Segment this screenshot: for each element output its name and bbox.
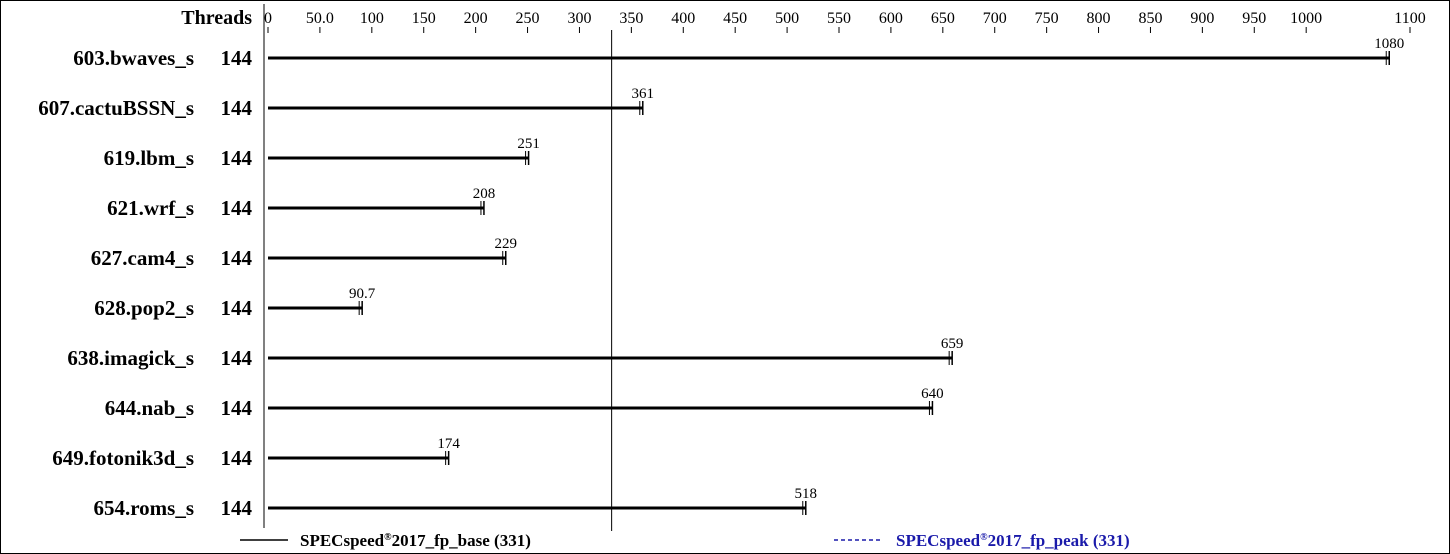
category-label: 627.cam4_s (91, 246, 194, 270)
x-tick-label: 900 (1190, 10, 1214, 27)
x-tick-label: 0 (264, 10, 272, 27)
bar-value-label: 640 (921, 386, 944, 402)
thread-count: 144 (221, 446, 253, 470)
x-tick-label: 400 (671, 10, 695, 27)
category-label: 619.lbm_s (104, 146, 194, 170)
x-tick-label: 450 (723, 10, 747, 27)
x-tick-label: 650 (931, 10, 955, 27)
legend-peak-prefix: SPECspeed (896, 531, 981, 550)
legend-peak-registered-mark: ® (980, 532, 988, 543)
x-tick-label: 250 (516, 10, 540, 27)
bar-value-label: 361 (632, 86, 655, 102)
category-label: 603.bwaves_s (73, 46, 194, 70)
category-label: 621.wrf_s (107, 196, 194, 220)
x-tick-label: 1000 (1290, 10, 1322, 27)
x-tick-label: 600 (879, 10, 903, 27)
x-tick-label: 150 (412, 10, 436, 27)
x-axis-ticks: 0 50.0 100 150 200 250 300 350 400 450 500 550 600 65… (264, 10, 1426, 33)
category-label: 644.nab_s (105, 396, 194, 420)
category-label: 607.cactuBSSN_s (38, 96, 194, 120)
bar-value-label: 174 (437, 436, 460, 452)
bar-value-label: 251 (517, 136, 540, 152)
legend: SPECspeed®2017_fp_base (331) SPECspeed®2… (240, 531, 1130, 550)
category-label: 628.pop2_s (94, 296, 194, 320)
thread-count: 144 (221, 396, 253, 420)
x-tick-label: 700 (983, 10, 1007, 27)
legend-base-label: SPECspeed®2017_fp_base (331) (300, 531, 531, 550)
threads-header: Threads (181, 7, 252, 29)
bar-value-label: 208 (473, 186, 496, 202)
thread-count: 144 (221, 46, 253, 70)
thread-count: 144 (221, 246, 253, 270)
thread-count: 144 (221, 146, 253, 170)
bar-value-label: 1080 (1374, 36, 1404, 52)
x-tick-label: 500 (775, 10, 799, 27)
bars: 1080 361 251 208 229 90.7 659 640 174 518 (268, 36, 1404, 515)
x-tick-label: 850 (1138, 10, 1162, 27)
thread-count: 144 (221, 496, 253, 520)
legend-base-prefix: SPECspeed (300, 531, 385, 550)
x-tick-label: 300 (567, 10, 591, 27)
legend-peak-label: SPECspeed®2017_fp_peak (331) (896, 531, 1130, 550)
thread-count: 144 (221, 196, 253, 220)
category-labels: 603.bwaves_s 144 607.cactuBSSN_s 144 619.lbm… (38, 46, 252, 520)
bar-value-label: 90.7 (349, 286, 376, 302)
category-label: 638.imagick_s (67, 346, 194, 370)
bar-value-label: 659 (941, 336, 964, 352)
x-tick-label: 750 (1035, 10, 1059, 27)
thread-count: 144 (221, 296, 253, 320)
category-label: 654.roms_s (93, 496, 194, 520)
x-tick-label: 1100 (1394, 10, 1425, 27)
legend-base-registered-mark: ® (384, 532, 392, 543)
x-tick-label: 200 (464, 10, 488, 27)
bar-value-label: 229 (494, 236, 517, 252)
legend-peak-suffix: 2017_fp_peak (331) (988, 531, 1130, 550)
x-tick-label: 50.0 (306, 10, 334, 27)
x-tick-label: 350 (619, 10, 643, 27)
thread-count: 144 (221, 346, 253, 370)
bar-value-label: 518 (795, 486, 818, 502)
x-tick-label: 550 (827, 10, 851, 27)
x-tick-label: 100 (360, 10, 384, 27)
thread-count: 144 (221, 96, 253, 120)
x-tick-label: 950 (1242, 10, 1266, 27)
legend-base-suffix: 2017_fp_base (331) (392, 531, 531, 550)
category-label: 649.fotonik3d_s (52, 446, 194, 470)
x-tick-label: 800 (1087, 10, 1111, 27)
